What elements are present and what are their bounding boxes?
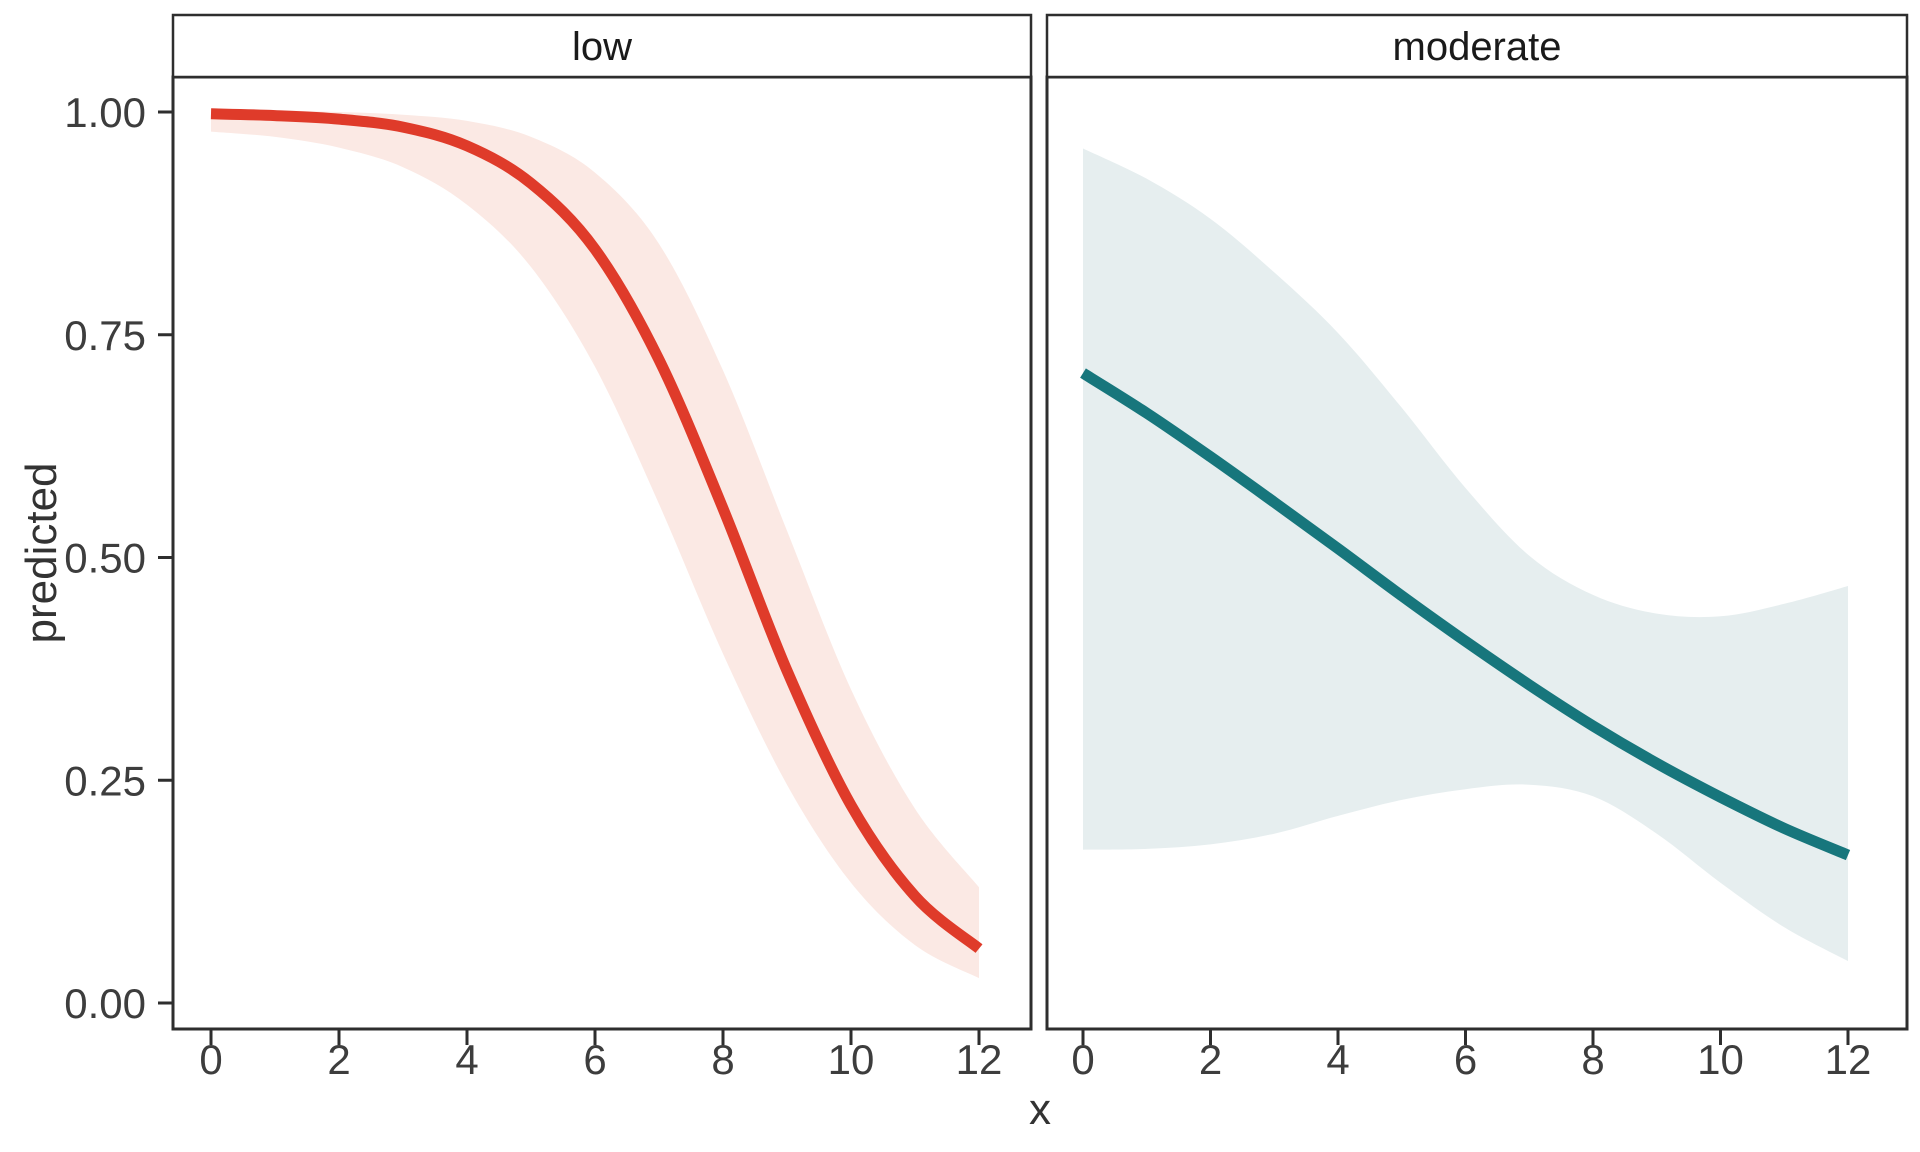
x-tick-label: 2 [327,1036,350,1083]
x-tick-label: 12 [956,1036,1003,1083]
ticks-layer: 0 2 4 6 8 10 12 0 2 4 6 8 10 12 0.00 0.25 0.50 0.75 1.00 [64,89,1871,1083]
trend-line-moderate [1080,368,1851,861]
x-tick-label: 6 [583,1036,606,1083]
y-tick-label: 1.00 [64,89,146,136]
x-tick-label: 6 [1454,1036,1477,1083]
y-tick-label: 0.75 [64,312,146,359]
facet-strip-label-moderate: moderate [1393,25,1562,69]
y-axis-title: predicted [17,462,66,643]
x-tick-label: 4 [1326,1036,1349,1083]
y-tick-label: 0.25 [64,757,146,804]
x-axis-title: x [1029,1085,1051,1134]
trend-line-low [210,108,983,953]
confidence-ribbon-low [211,109,979,979]
x-tick-label: 12 [1825,1036,1872,1083]
x-tick-label: 0 [199,1036,222,1083]
panels-layer [171,13,1909,1031]
x-tick-label: 10 [1697,1036,1744,1083]
facet-strip-low [171,13,1033,79]
x-tick-label: 8 [1581,1036,1604,1083]
facet-strip-moderate [1045,13,1909,79]
x-tick-label: 8 [711,1036,734,1083]
x-tick-label: 4 [455,1036,478,1083]
y-tick-label: 0.50 [64,535,146,582]
facet-strip-label-low: low [572,25,632,69]
x-tick-label: 10 [828,1036,875,1083]
x-tick-label: 2 [1199,1036,1222,1083]
x-tick-label: 0 [1071,1036,1094,1083]
y-tick-label: 0.00 [64,980,146,1027]
